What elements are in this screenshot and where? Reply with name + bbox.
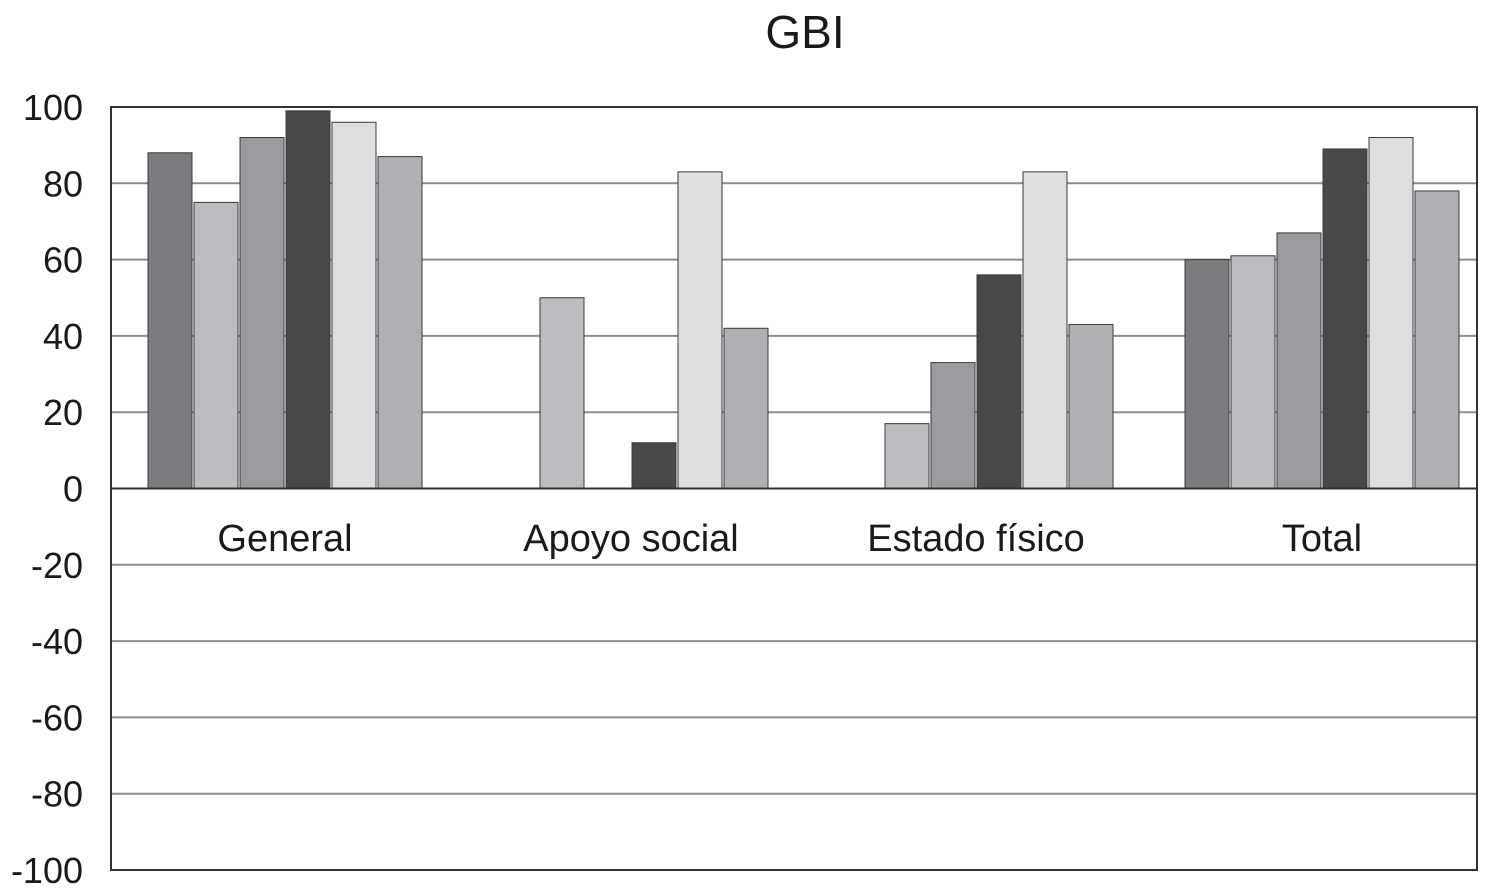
bar-3-3 bbox=[1322, 148, 1368, 489]
y-tick-label-3: 40 bbox=[43, 316, 83, 357]
bar-3-1 bbox=[1230, 255, 1276, 489]
y-tick-label-5: 0 bbox=[63, 469, 83, 510]
y-tick-label-2: 60 bbox=[43, 240, 83, 281]
y-tick-label-9: -80 bbox=[31, 774, 83, 815]
bar-0-1 bbox=[193, 201, 239, 489]
bar-3-2 bbox=[1276, 232, 1322, 489]
chart-title: GBI bbox=[765, 6, 844, 58]
bar-1-3 bbox=[631, 442, 677, 489]
bar-0-0 bbox=[147, 152, 193, 489]
y-tick-label-0: 100 bbox=[23, 87, 83, 128]
category-labels: General Apoyo social Estado físico Total bbox=[217, 518, 1362, 560]
y-tick-label-8: -60 bbox=[31, 697, 83, 738]
bar-2-5 bbox=[1068, 323, 1114, 489]
bar-1-1 bbox=[539, 297, 585, 489]
bar-0-5 bbox=[377, 156, 423, 489]
category-label-3: Total bbox=[1282, 518, 1362, 560]
category-label-0: General bbox=[217, 518, 352, 560]
y-tick-label-7: -40 bbox=[31, 621, 83, 662]
y-tick-label-6: -20 bbox=[31, 545, 83, 586]
bar-3-0 bbox=[1184, 259, 1230, 489]
plot-frame bbox=[110, 106, 1478, 871]
bar-0-2 bbox=[239, 137, 285, 490]
bar-1-4 bbox=[677, 171, 723, 489]
bar-0-4 bbox=[331, 121, 377, 489]
y-axis-tick-labels: 100 80 60 40 20 0 -20 -40 -60 -80 -100 bbox=[11, 87, 83, 891]
category-label-1: Apoyo social bbox=[523, 518, 738, 560]
y-tick-label-4: 20 bbox=[43, 392, 83, 433]
bars bbox=[147, 110, 1460, 490]
y-tick-label-1: 80 bbox=[43, 163, 83, 204]
y-tick-label-10: -100 bbox=[11, 850, 83, 891]
bar-2-4 bbox=[1022, 171, 1068, 489]
bar-3-4 bbox=[1368, 137, 1414, 490]
category-label-2: Estado físico bbox=[867, 518, 1085, 560]
bar-2-2 bbox=[930, 362, 976, 490]
bar-3-5 bbox=[1414, 190, 1460, 489]
bar-1-5 bbox=[723, 327, 769, 489]
bar-2-1 bbox=[884, 423, 930, 489]
bar-2-3 bbox=[976, 274, 1022, 489]
bar-0-3 bbox=[285, 110, 331, 489]
